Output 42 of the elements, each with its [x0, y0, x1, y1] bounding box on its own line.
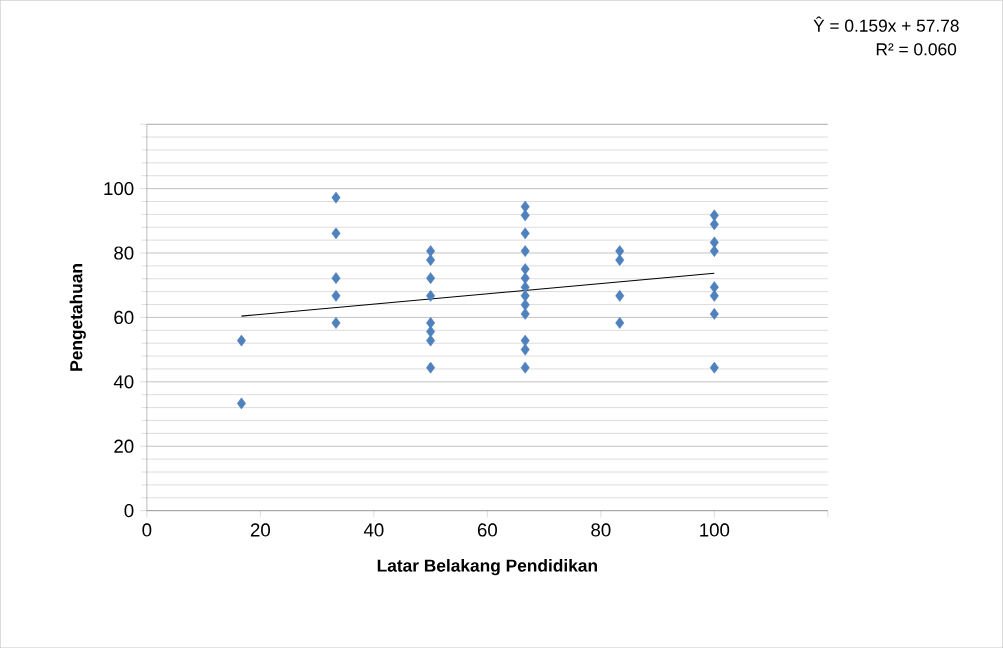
point: [331, 272, 341, 284]
point: [426, 361, 436, 374]
point: [236, 334, 246, 347]
text: R² = 0.060: [876, 43, 957, 56]
point: [426, 254, 436, 266]
point: [709, 307, 719, 320]
y-tick-label: 40: [113, 375, 134, 389]
point: [709, 218, 719, 231]
point: [426, 334, 436, 347]
point: [520, 200, 530, 213]
point: [520, 334, 530, 347]
point: [236, 397, 246, 410]
point: [709, 361, 719, 374]
x-axis-title: Latar Belakang Pendidikan: [377, 558, 597, 576]
x-tick-label: 60: [477, 523, 497, 537]
y-tick-label: 60: [114, 310, 134, 324]
x-tick-label: 100: [700, 523, 730, 537]
point: [520, 245, 530, 257]
point: [520, 209, 530, 222]
text: Ŷ = 0.159x + 57.78: [813, 16, 959, 32]
point: [520, 227, 530, 240]
point: [426, 272, 436, 284]
point: [331, 227, 341, 240]
point: [520, 361, 530, 374]
point: [331, 289, 341, 302]
x-tick-label: 20: [250, 523, 271, 537]
y-tick-label: 0: [124, 503, 134, 518]
point: [615, 254, 625, 266]
y-tick-label: 20: [114, 439, 134, 453]
x-tick-label: 40: [363, 523, 384, 537]
y-axis-title: Pengetahuan: [69, 264, 86, 371]
x-tick-label: 0: [142, 523, 152, 537]
x-tick-label: 80: [591, 523, 611, 537]
point: [426, 289, 436, 302]
point: [615, 316, 625, 329]
point: [331, 191, 341, 204]
point: [709, 245, 719, 257]
point: [331, 316, 341, 329]
point: [615, 289, 625, 302]
y-tick-label: 80: [114, 246, 134, 260]
y-tick-label: 100: [104, 181, 134, 196]
point: [426, 245, 436, 257]
